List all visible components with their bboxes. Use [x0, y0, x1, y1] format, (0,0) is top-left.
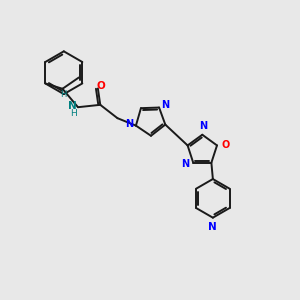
Text: N: N: [68, 101, 76, 111]
Text: N: N: [161, 100, 169, 110]
Text: N: N: [199, 121, 207, 131]
Text: H: H: [70, 109, 76, 118]
Text: N: N: [208, 222, 217, 232]
Text: N: N: [125, 119, 134, 129]
Text: O: O: [221, 140, 230, 150]
Text: O: O: [97, 81, 105, 91]
Text: H: H: [61, 90, 67, 99]
Text: N: N: [182, 159, 190, 169]
